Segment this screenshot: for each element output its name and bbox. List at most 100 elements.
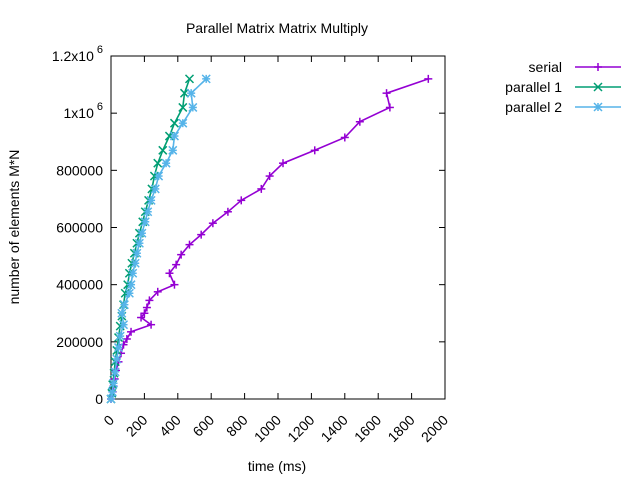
data-point [178, 118, 188, 128]
plot-frame [110, 55, 446, 400]
data-point [118, 320, 129, 330]
y-tick-label-exponent: 6 [97, 44, 103, 56]
x-axis-label: time (ms) [248, 458, 306, 474]
y-tick-label: 800000 [56, 162, 103, 178]
data-point [145, 296, 154, 305]
data-point [265, 172, 274, 181]
data-point [143, 207, 153, 217]
y-tick-label-base: 0 [95, 391, 103, 407]
data-point [257, 184, 266, 193]
legend-marker [593, 102, 603, 112]
data-point [128, 268, 138, 278]
data-point [424, 74, 433, 83]
data-point [142, 303, 151, 312]
legend-label: parallel 2 [505, 99, 562, 115]
data-point [132, 248, 142, 258]
data-point [150, 184, 160, 194]
x-tick-label: 400 [156, 412, 184, 440]
y-tick-label-base: 800000 [56, 162, 103, 178]
series-serial [107, 74, 433, 403]
x-tick-label: 600 [189, 412, 217, 440]
data-point [137, 228, 147, 238]
data-point [165, 269, 174, 278]
series-line [110, 78, 207, 400]
legend-item: parallel 2 [505, 99, 621, 115]
data-point [115, 331, 125, 341]
y-tick-label-base: 400000 [56, 277, 103, 293]
data-point [178, 102, 188, 112]
data-point [197, 230, 206, 239]
data-point [106, 394, 116, 404]
y-tick-label: 1x10 6 [64, 101, 103, 121]
data-point [124, 288, 134, 298]
y-tick-label-base: 1x10 [64, 105, 95, 121]
data-point [237, 196, 246, 205]
data-point [208, 219, 217, 228]
chart-title: Parallel Matrix Matrix Multiply [186, 20, 368, 36]
data-point [201, 74, 211, 84]
data-point [122, 334, 131, 343]
data-point [153, 287, 162, 296]
data-point [223, 207, 232, 216]
legend: serial parallel 1 parallel 2 [505, 59, 621, 115]
data-point [113, 343, 124, 353]
x-tick-label: 200 [123, 412, 151, 440]
y-tick-label: 0 [95, 391, 103, 407]
data-point [119, 300, 129, 310]
data-point [385, 103, 394, 112]
data-point [117, 308, 127, 318]
data-point [340, 133, 349, 142]
y-tick-label: 200000 [56, 334, 103, 350]
data-point [188, 102, 198, 112]
x-tick-label: 1400 [318, 412, 351, 445]
data-point [161, 158, 171, 168]
data-point [110, 367, 120, 377]
data-point [153, 158, 163, 168]
data-point [184, 74, 195, 84]
data-point [147, 320, 156, 329]
data-point [179, 88, 190, 98]
y-tick-label-base: 1.2x10 [52, 48, 94, 64]
data-point [146, 195, 156, 205]
data-point [154, 171, 164, 181]
data-point [169, 131, 179, 141]
data-point [140, 217, 150, 227]
data-point [169, 118, 179, 128]
data-point [185, 240, 194, 249]
data-point [310, 146, 319, 155]
data-point [279, 159, 288, 168]
data-point [126, 280, 136, 290]
data-point [112, 354, 122, 364]
data-point [177, 250, 186, 259]
x-tick-label: 2000 [418, 412, 451, 445]
legend-item: parallel 1 [505, 79, 621, 95]
x-tick-label: 0 [100, 412, 117, 429]
y-tick-label: 400000 [56, 277, 103, 293]
y-axis-label: number of elements M*N [6, 150, 22, 305]
y-tick-label-base: 200000 [56, 334, 103, 350]
series-parallel-1 [106, 74, 195, 404]
x-tick-label: 1800 [384, 412, 417, 445]
data-point [172, 260, 181, 269]
y-tick-label: 1.2x10 6 [52, 44, 103, 64]
x-tick-label: 1600 [351, 412, 384, 445]
series-line [110, 78, 429, 400]
legend-marker [594, 63, 602, 71]
legend-item: serial [529, 59, 621, 75]
series-parallel-2 [106, 74, 211, 404]
legend-label: parallel 1 [505, 79, 562, 95]
y-tick-label-base: 600000 [56, 220, 103, 236]
data-point [168, 145, 178, 155]
data-point [140, 309, 149, 318]
x-tick-label: 1200 [284, 412, 317, 445]
data-point [382, 89, 391, 98]
data-point [127, 327, 136, 336]
legend-label: serial [529, 59, 562, 75]
data-point [130, 258, 140, 268]
data-point [355, 117, 364, 126]
x-tick-label: 1000 [251, 412, 284, 445]
x-tick-label: 800 [223, 412, 251, 440]
data-point [134, 238, 144, 248]
data-point [107, 387, 117, 397]
